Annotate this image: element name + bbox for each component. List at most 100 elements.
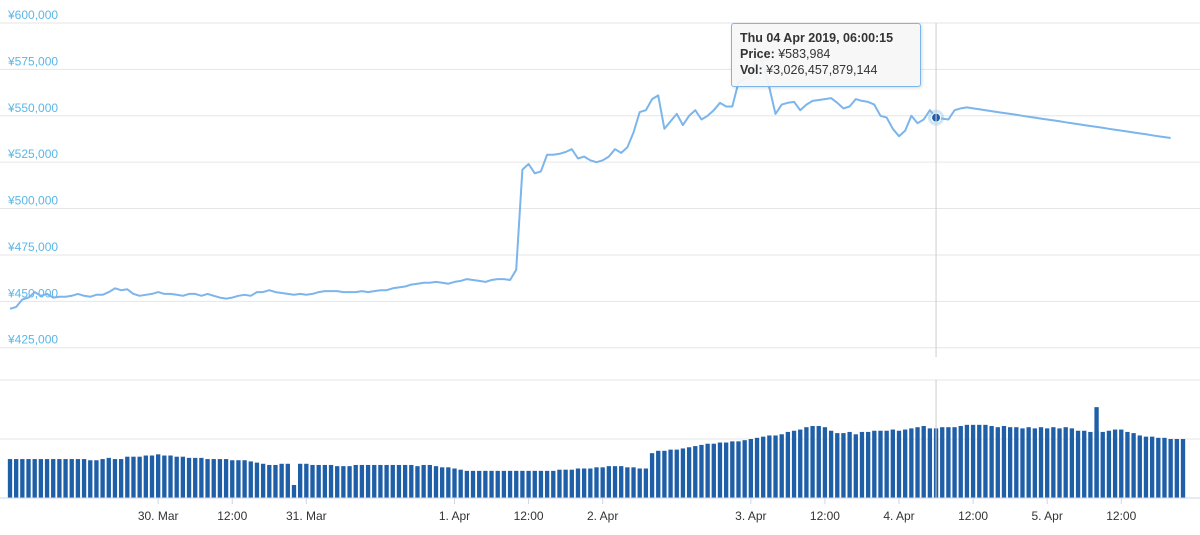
volume-bar[interactable]	[520, 470, 525, 498]
volume-bar[interactable]	[118, 459, 124, 498]
volume-bar[interactable]	[921, 426, 926, 498]
volume-bar[interactable]	[674, 449, 679, 498]
volume-bar[interactable]	[88, 460, 93, 498]
volume-bar[interactable]	[859, 431, 865, 498]
volume-bar[interactable]	[841, 433, 846, 498]
volume-bar[interactable]	[890, 429, 895, 498]
volume-bar[interactable]	[1174, 439, 1179, 498]
volume-bar[interactable]	[1131, 433, 1136, 498]
volume-bar[interactable]	[7, 459, 13, 498]
volume-bar[interactable]	[125, 456, 130, 498]
volume-bar[interactable]	[452, 468, 457, 499]
volume-bar[interactable]	[612, 466, 618, 498]
volume-bar[interactable]	[680, 448, 686, 498]
volume-bar[interactable]	[1180, 439, 1186, 498]
price-line-series[interactable]	[9, 51, 1171, 310]
volume-bar[interactable]	[304, 463, 309, 498]
volume-bar[interactable]	[1106, 430, 1112, 498]
volume-bar[interactable]	[693, 446, 698, 498]
volume-bar[interactable]	[1100, 431, 1105, 498]
volume-bar[interactable]	[353, 464, 358, 498]
volume-bar[interactable]	[470, 470, 476, 498]
volume-bar[interactable]	[723, 442, 729, 498]
volume-bar[interactable]	[878, 430, 883, 498]
volume-bar[interactable]	[927, 428, 933, 498]
volume-bar[interactable]	[995, 427, 1000, 498]
volume-bar[interactable]	[57, 459, 62, 498]
volume-bar[interactable]	[600, 467, 605, 498]
volume-bar[interactable]	[1149, 436, 1155, 498]
volume-bar[interactable]	[989, 426, 994, 498]
volume-bar[interactable]	[970, 424, 976, 498]
volume-bar[interactable]	[748, 439, 754, 498]
volume-bar[interactable]	[619, 466, 624, 498]
volume-bar[interactable]	[1156, 437, 1161, 498]
volume-bar[interactable]	[551, 470, 556, 498]
volume-bar[interactable]	[946, 427, 951, 498]
volume-bar[interactable]	[964, 424, 970, 498]
volume-bar[interactable]	[63, 459, 68, 498]
volume-bar[interactable]	[1032, 428, 1037, 498]
volume-bar[interactable]	[458, 469, 463, 498]
volume-bar[interactable]	[785, 431, 791, 498]
volume-bar[interactable]	[643, 468, 649, 499]
volume-bar[interactable]	[958, 426, 963, 498]
volume-bar[interactable]	[69, 459, 74, 498]
volume-bar[interactable]	[32, 459, 37, 498]
volume-bar[interactable]	[279, 463, 284, 498]
volume-bar[interactable]	[384, 464, 389, 498]
volume-bar[interactable]	[631, 467, 636, 498]
volume-bar[interactable]	[335, 466, 340, 498]
volume-bar[interactable]	[872, 430, 877, 498]
volume-bar[interactable]	[137, 456, 142, 498]
volume-bar[interactable]	[865, 431, 871, 498]
volume-bar[interactable]	[1026, 427, 1031, 498]
volume-bar[interactable]	[359, 464, 365, 498]
volume-bar[interactable]	[1001, 426, 1007, 498]
volume-bar[interactable]	[736, 441, 741, 498]
volume-bar[interactable]	[378, 464, 383, 498]
volume-bar[interactable]	[236, 460, 241, 498]
volume-bar[interactable]	[44, 459, 50, 498]
volume-bar[interactable]	[1007, 427, 1013, 498]
volume-bar[interactable]	[977, 424, 982, 498]
volume-bar[interactable]	[822, 427, 828, 498]
volume-bar[interactable]	[143, 455, 148, 498]
volume-bar[interactable]	[1137, 435, 1142, 498]
volume-bar[interactable]	[94, 460, 99, 498]
volume-bar[interactable]	[260, 463, 266, 498]
volume-bar[interactable]	[409, 464, 414, 498]
volume-bar[interactable]	[396, 464, 402, 498]
volume-bar[interactable]	[1094, 407, 1099, 498]
volume-bar[interactable]	[149, 455, 155, 498]
volume-bar[interactable]	[1088, 431, 1093, 498]
volume-bar[interactable]	[699, 444, 704, 498]
volume-bar[interactable]	[501, 470, 507, 498]
volume-bar[interactable]	[248, 461, 253, 498]
volume-bar[interactable]	[835, 433, 840, 498]
volume-bar[interactable]	[217, 459, 223, 498]
volume-bar[interactable]	[1125, 431, 1130, 498]
volume-bar[interactable]	[1020, 428, 1025, 498]
volume-bar[interactable]	[896, 430, 902, 498]
volume-bar[interactable]	[637, 468, 642, 499]
volume-bar[interactable]	[100, 459, 105, 498]
volume-bar[interactable]	[594, 467, 599, 498]
volume-bar[interactable]	[810, 426, 815, 498]
volume-bar[interactable]	[575, 468, 581, 499]
volume-bar[interactable]	[477, 470, 482, 498]
volume-bar[interactable]	[1069, 428, 1075, 498]
volume-bar[interactable]	[816, 426, 821, 498]
volume-bar[interactable]	[884, 430, 889, 498]
volume-bar[interactable]	[14, 459, 19, 498]
volume-bar[interactable]	[439, 467, 445, 498]
volume-bar[interactable]	[507, 470, 513, 498]
volume-bar[interactable]	[656, 450, 661, 498]
volume-bar[interactable]	[1051, 427, 1056, 498]
volume-bar[interactable]	[254, 462, 260, 498]
volume-bar[interactable]	[717, 442, 723, 498]
volume-bar[interactable]	[421, 464, 426, 498]
volume-bar[interactable]	[186, 457, 192, 498]
volume-bar[interactable]	[433, 466, 439, 498]
volume-bar[interactable]	[563, 469, 568, 498]
